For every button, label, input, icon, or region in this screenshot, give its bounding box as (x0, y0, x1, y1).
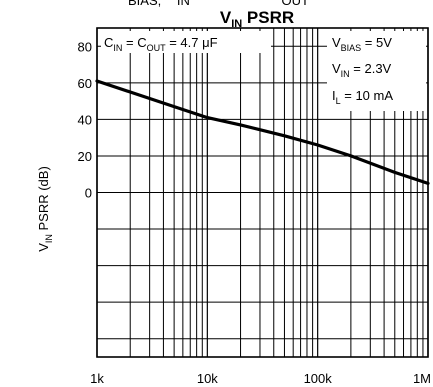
y-tick-label: 60 (78, 76, 92, 91)
y-tick-label: 80 (78, 39, 92, 54)
il-annotation: IL = 10 mA (332, 88, 393, 106)
x-tick-label: 1k (90, 371, 104, 386)
header-fragment: BIAS, IN OUT (128, 0, 309, 8)
tick-labels: 0 20 40 60 80 1k 10k 100k 1M (78, 39, 431, 386)
y-tick-label: 40 (78, 112, 92, 127)
x-tick-label: 100k (304, 371, 333, 386)
conditions-annotation-bg (327, 31, 426, 111)
vin-annotation: VIN = 2.3V (332, 61, 392, 79)
y-axis-label: VIN PSRR (dB) (36, 166, 54, 252)
series-layer (95, 79, 430, 185)
chart-title: VIN PSRR (220, 8, 294, 30)
vbias-annotation: VBIAS = 5V (332, 35, 392, 53)
y-tick-label: 20 (78, 149, 92, 164)
svg-text:VIN PSRR (dB): VIN PSRR (dB) (36, 166, 54, 252)
plot-frame (96, 27, 429, 358)
y-tick-label: 0 (85, 186, 92, 201)
cap-annotation-bg (101, 31, 271, 53)
cap-annotation: CIN = COUT = 4.7 μF (104, 35, 218, 53)
psrr-series-line (95, 79, 430, 185)
x-tick-label: 10k (197, 371, 218, 386)
x-tick-label: 1M (413, 371, 431, 386)
